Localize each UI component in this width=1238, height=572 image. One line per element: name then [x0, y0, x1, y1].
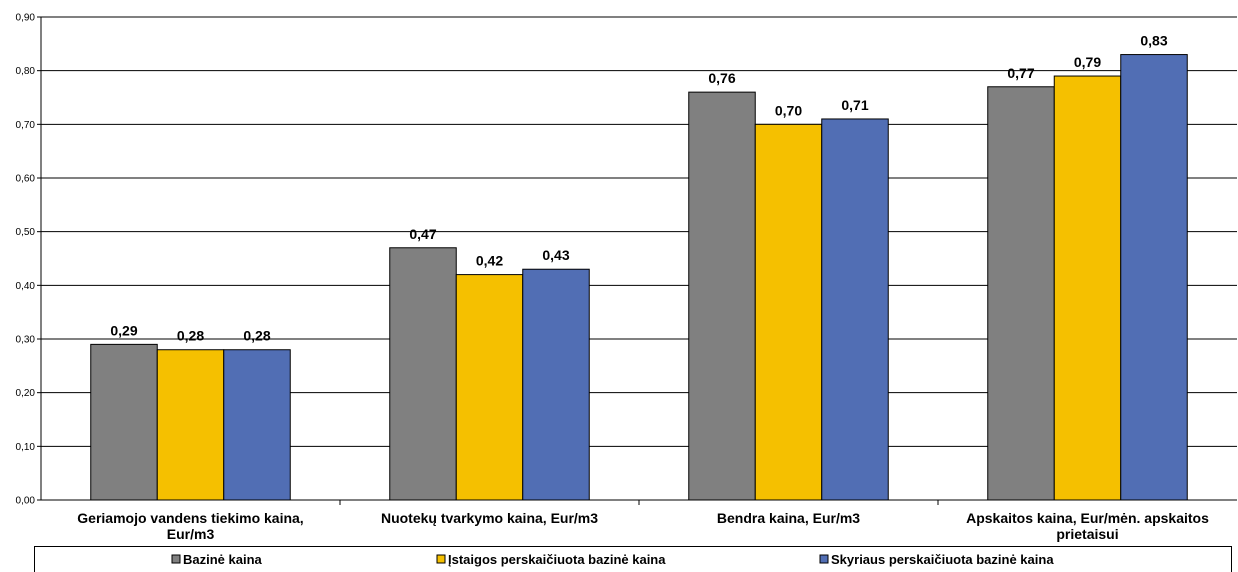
y-tick-label: 0,80: [16, 66, 36, 77]
bar: [1120, 54, 1188, 501]
x-category-label-line: prietaisui: [1056, 526, 1118, 542]
bar: [1053, 75, 1122, 501]
y-tick-label: 0,40: [16, 281, 36, 292]
bar: [821, 118, 889, 501]
data-label: 0,47: [409, 226, 436, 242]
x-category-label: Bendra kaina, Eur/m3: [717, 510, 860, 526]
data-label: 0,71: [841, 97, 868, 113]
legend-swatch: [171, 554, 181, 564]
data-label: 0,28: [177, 328, 204, 344]
y-tick-label: 0,70: [16, 120, 36, 131]
data-label: 0,70: [775, 102, 802, 118]
y-axis: 0,00 0,10 0,20 0,30 0,40 0,50 0,60 0,70 0,80 0,90: [16, 13, 42, 507]
bar: [987, 86, 1055, 501]
legend-label: Įstaigos perskaičiuota bazinė kaina: [448, 552, 666, 567]
bar: [156, 349, 225, 501]
legend-label: Skyriaus perskaičiuota bazinė kaina: [831, 552, 1054, 567]
legend-swatch: [819, 554, 829, 564]
data-label: 0,77: [1007, 65, 1034, 81]
y-tick-label: 0,90: [16, 13, 36, 24]
legend: Bazinė kaina Įstaigos perskaičiuota bazin…: [34, 546, 1232, 572]
bars: 0,29 0,28 0,28 0,47 0,42 0,43 0,76 0,70 0,71 0,77…: [90, 33, 1188, 501]
x-category-label: Geriamojo vandens tiekimo kaina, Eur/m3: [77, 510, 303, 542]
x-category-label-line: Bendra kaina, Eur/m3: [717, 510, 860, 526]
bar: [223, 349, 291, 501]
x-category-label-line: Apskaitos kaina, Eur/mėn. apskaitos: [966, 510, 1209, 526]
bar: [455, 274, 524, 501]
bar: [90, 343, 158, 501]
x-category-label-line: Geriamojo vandens tiekimo kaina,: [77, 510, 303, 526]
data-label: 0,43: [542, 247, 569, 263]
data-label: 0,29: [110, 322, 137, 338]
bar: [522, 268, 590, 501]
data-label: 0,76: [708, 70, 735, 86]
data-label: 0,83: [1140, 33, 1167, 49]
data-label: 0,79: [1074, 54, 1101, 70]
y-tick-label: 0,50: [16, 227, 36, 238]
y-tick-label: 0,20: [16, 388, 36, 399]
y-tick-label: 0,00: [16, 496, 36, 507]
legend-swatch: [436, 554, 446, 564]
y-tick-label: 0,60: [16, 174, 36, 185]
data-label: 0,42: [476, 253, 503, 269]
x-axis: Geriamojo vandens tiekimo kaina, Eur/m3 Nu…: [41, 499, 1237, 542]
x-category-label-line: Eur/m3: [167, 526, 215, 542]
x-category-label: Nuotekų tvarkymo kaina, Eur/m3: [381, 510, 598, 526]
y-tick-label: 0,30: [16, 335, 36, 346]
x-category-label: Apskaitos kaina, Eur/mėn. apskaitos priet…: [966, 510, 1209, 542]
bar: [754, 123, 823, 501]
bar: [688, 91, 756, 501]
bar: [389, 247, 457, 501]
y-tick-label: 0,10: [16, 442, 36, 453]
legend-label: Bazinė kaina: [183, 552, 263, 567]
data-label: 0,28: [243, 328, 270, 344]
x-category-label-line: Nuotekų tvarkymo kaina, Eur/m3: [381, 510, 598, 526]
legend-box: [34, 546, 1232, 572]
